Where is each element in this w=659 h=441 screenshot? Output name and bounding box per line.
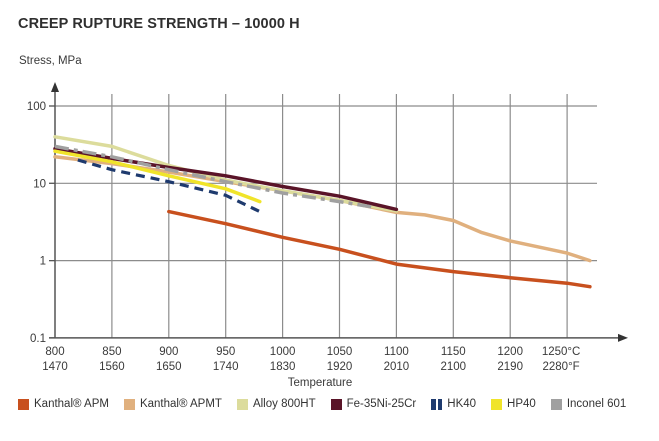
legend-swatch-icon bbox=[18, 398, 29, 410]
x-tick-label-fahrenheit: 1830 bbox=[270, 361, 296, 373]
x-tick-label-fahrenheit: 2100 bbox=[441, 361, 467, 373]
x-tick-label-fahrenheit: 2190 bbox=[497, 361, 523, 373]
x-tick-label-celsius: 1250°C bbox=[542, 346, 581, 358]
chart-title: CREEP RUPTURE STRENGTH – 10000 H bbox=[18, 16, 300, 32]
legend-item: Fe-35Ni-25Cr bbox=[330, 398, 417, 410]
legend-swatch-icon bbox=[550, 398, 562, 410]
x-tick-label-celsius: 1150 bbox=[441, 346, 466, 358]
legend-swatch-icon bbox=[236, 398, 248, 410]
x-tick-label-celsius: 1000 bbox=[270, 346, 296, 358]
legend-swatch-icon bbox=[330, 398, 342, 410]
legend-label: Alloy 800HT bbox=[252, 398, 316, 410]
y-tick-label: 100 bbox=[27, 101, 46, 113]
series-line-hk40 bbox=[77, 158, 261, 214]
legend-swatch-icon bbox=[431, 398, 443, 410]
legend-label: HP40 bbox=[507, 398, 536, 410]
legend-label: Kanthal® APM bbox=[34, 398, 109, 410]
y-tick-label: 10 bbox=[33, 178, 46, 190]
legend-label: Inconel 601 bbox=[566, 398, 627, 410]
series-line-inconel-601 bbox=[54, 144, 374, 209]
legend-label: Kanthal® APMT bbox=[139, 398, 222, 410]
x-tick-label-fahrenheit: 1650 bbox=[156, 361, 182, 373]
x-tick-label-fahrenheit: 1470 bbox=[42, 361, 68, 373]
x-axis-label: Temperature bbox=[288, 377, 353, 389]
series-line-kanthal-apm bbox=[167, 209, 592, 289]
x-tick-label-celsius: 1200 bbox=[497, 346, 523, 358]
x-tick-label-celsius: 1050 bbox=[327, 346, 353, 358]
x-tick-label-celsius: 900 bbox=[159, 346, 178, 358]
x-tick-label-fahrenheit: 1740 bbox=[213, 361, 239, 373]
x-tick-label-celsius: 1100 bbox=[384, 346, 409, 358]
x-tick-label-fahrenheit: 2010 bbox=[384, 361, 410, 373]
x-tick-label-fahrenheit: 2280°F bbox=[542, 361, 579, 373]
legend-item: Kanthal® APM bbox=[18, 398, 109, 410]
legend-swatch-icon bbox=[123, 398, 135, 410]
x-axis-arrow-icon bbox=[618, 333, 628, 342]
y-axis-arrow-icon bbox=[51, 82, 59, 92]
y-tick-label: 1 bbox=[40, 256, 46, 268]
legend-item: Kanthal® APMT bbox=[123, 398, 222, 410]
x-tick-label-fahrenheit: 1560 bbox=[99, 361, 125, 373]
legend-label: Fe-35Ni-25Cr bbox=[346, 398, 417, 410]
series-line-hp40 bbox=[53, 149, 262, 204]
legend-label: HK40 bbox=[447, 398, 477, 410]
x-tick-label-celsius: 850 bbox=[102, 346, 121, 358]
x-tick-label-celsius: 800 bbox=[45, 346, 64, 358]
legend-swatch-icon bbox=[491, 398, 503, 410]
y-tick-label: 0.1 bbox=[30, 333, 46, 345]
legend-item: HP40 bbox=[491, 398, 536, 410]
legend-item: HK40 bbox=[431, 398, 476, 410]
x-tick-label-celsius: 950 bbox=[216, 346, 235, 358]
legend-item: Inconel 601 bbox=[550, 398, 627, 410]
y-axis-label: Stress, MPa bbox=[19, 55, 82, 67]
x-tick-label-fahrenheit: 1920 bbox=[327, 361, 353, 373]
legend-item: Alloy 800HT bbox=[236, 398, 316, 410]
legend: Kanthal® APM Kanthal® APMT Alloy 800HT Fe-3… bbox=[18, 398, 641, 410]
